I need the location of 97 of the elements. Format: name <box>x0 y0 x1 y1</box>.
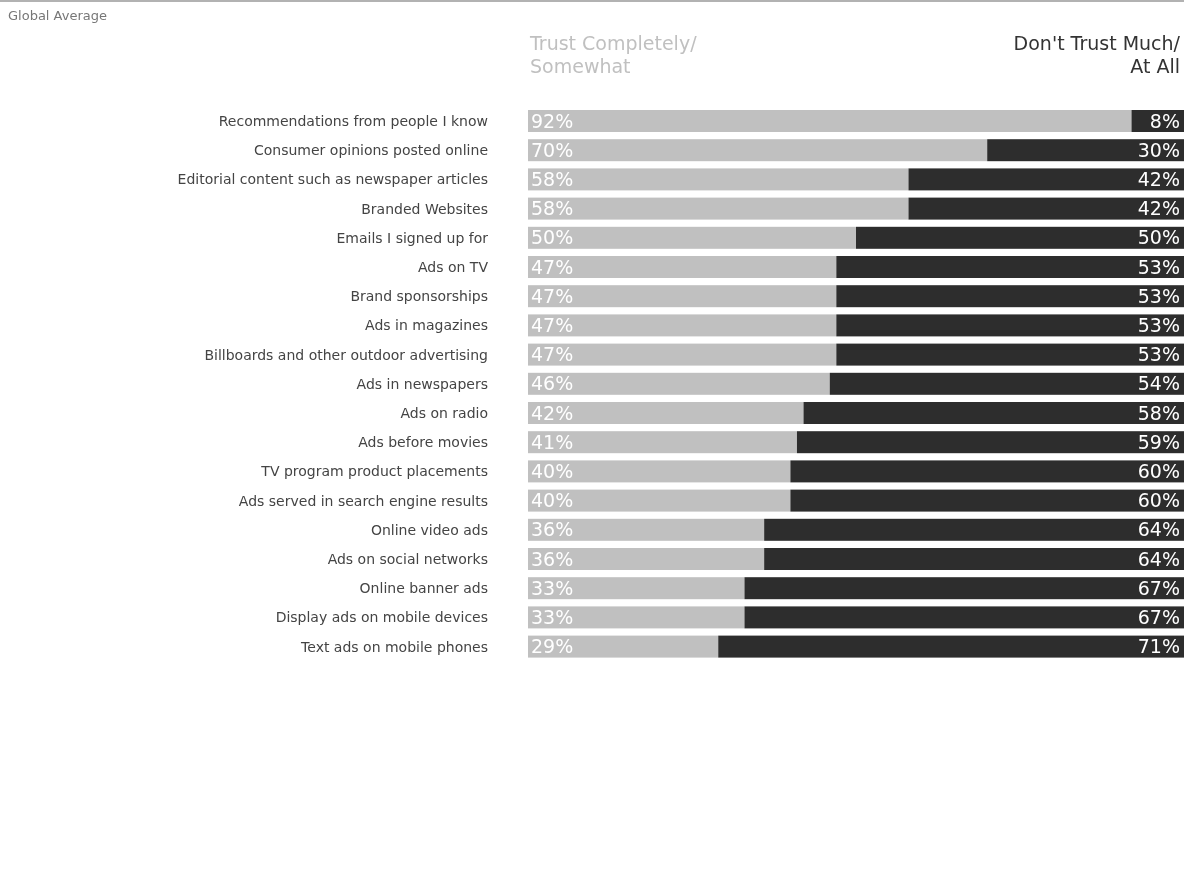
bar <box>528 548 765 570</box>
bar <box>856 226 1184 249</box>
data-label: 47% <box>531 284 574 307</box>
data-label: 47% <box>531 343 574 366</box>
bar <box>744 606 1184 629</box>
data-label: 42% <box>1137 168 1180 191</box>
data-label: 29% <box>531 635 574 658</box>
bar <box>764 518 1184 541</box>
bar <box>744 577 1184 600</box>
y-tick-label: Ads on radio <box>400 404 488 421</box>
data-label: 53% <box>1137 284 1180 307</box>
bar <box>528 197 909 220</box>
y-tick-label: Billboards and other outdoor advertising <box>204 346 488 363</box>
data-label: 42% <box>1137 197 1180 220</box>
data-label: 67% <box>1137 576 1180 599</box>
data-label: 60% <box>1137 489 1180 512</box>
data-label: 40% <box>531 489 574 512</box>
data-label: 54% <box>1137 372 1180 395</box>
bar <box>796 431 1184 454</box>
data-label: 36% <box>531 547 574 570</box>
bar <box>790 460 1184 483</box>
data-label: 47% <box>531 314 574 337</box>
data-label: 58% <box>531 197 574 220</box>
series-label: Trust Completely/ Somewhat <box>529 32 698 77</box>
y-tick-label: Ads in newspapers <box>356 375 488 392</box>
bar <box>528 226 856 249</box>
bar <box>528 285 837 308</box>
bar <box>829 372 1184 395</box>
data-label: 64% <box>1137 547 1180 570</box>
bar <box>528 372 830 395</box>
series-label: Don't Trust Much/ At All <box>1013 32 1181 77</box>
y-tick-label: Display ads on mobile devices <box>275 609 488 626</box>
data-label: 71% <box>1137 635 1180 658</box>
bar <box>528 314 837 337</box>
bar <box>908 197 1184 220</box>
data-label: 58% <box>1137 401 1180 424</box>
bar <box>987 139 1184 162</box>
y-tick-label: Ads before movies <box>358 434 488 451</box>
data-label: 33% <box>531 576 574 599</box>
y-tick-label: Recommendations from people I know <box>218 112 488 129</box>
bar <box>528 402 804 424</box>
y-tick-label: Online video ads <box>370 521 488 538</box>
data-label: 53% <box>1137 343 1180 366</box>
bar <box>836 256 1184 278</box>
data-label: 64% <box>1137 518 1180 541</box>
y-tick-label: Ads in magazines <box>365 317 488 334</box>
y-tick-label: Ads served in search engine results <box>238 492 488 509</box>
data-label: 50% <box>531 226 574 249</box>
text: Global Average <box>8 8 107 23</box>
bar <box>836 343 1184 366</box>
data-label: 46% <box>531 372 574 395</box>
y-tick-label: Emails I signed up for <box>336 229 489 246</box>
bar <box>836 285 1184 308</box>
bar <box>803 402 1184 424</box>
data-label: 42% <box>531 401 574 424</box>
bar <box>528 110 1132 132</box>
bar <box>764 548 1184 570</box>
bar <box>528 489 791 512</box>
data-label: 36% <box>531 518 574 541</box>
data-label: 53% <box>1137 255 1180 278</box>
data-label: 60% <box>1137 460 1180 483</box>
bar <box>528 168 909 191</box>
y-tick-label: Brand sponsorships <box>350 288 488 305</box>
y-tick-label: TV program product placements <box>260 463 488 480</box>
data-label: 67% <box>1137 606 1180 629</box>
data-label: 53% <box>1137 314 1180 337</box>
bar <box>790 489 1184 512</box>
bar <box>908 168 1184 191</box>
data-label: 92% <box>531 109 574 132</box>
bar <box>528 460 791 483</box>
data-label: 8% <box>1149 109 1180 132</box>
y-tick-label: Consumer opinions posted online <box>253 142 488 159</box>
bar <box>528 606 745 629</box>
y-tick-label: Text ads on mobile phones <box>300 638 488 655</box>
bar <box>718 635 1184 658</box>
bar <box>528 139 988 162</box>
data-label: 47% <box>531 255 574 278</box>
bar <box>528 577 745 600</box>
bar <box>528 343 837 366</box>
data-label: 41% <box>531 430 574 453</box>
bar <box>528 518 765 541</box>
y-tick-label: Ads on social networks <box>327 550 488 567</box>
y-tick-label: Online banner ads <box>359 580 488 597</box>
bar <box>528 431 797 454</box>
y-tick-label: Ads on TV <box>418 258 489 275</box>
y-tick-label: Branded Websites <box>361 200 488 217</box>
data-label: 33% <box>531 606 574 629</box>
bar <box>836 314 1184 337</box>
y-tick-label: Editorial content such as newspaper articles <box>177 171 488 188</box>
data-label: 59% <box>1137 430 1180 453</box>
data-label: 30% <box>1137 138 1180 161</box>
bar <box>528 635 719 658</box>
data-label: 70% <box>531 138 574 161</box>
data-label: 50% <box>1137 226 1180 249</box>
data-label: 58% <box>531 168 574 191</box>
data-label: 40% <box>531 460 574 483</box>
bar <box>528 256 837 278</box>
